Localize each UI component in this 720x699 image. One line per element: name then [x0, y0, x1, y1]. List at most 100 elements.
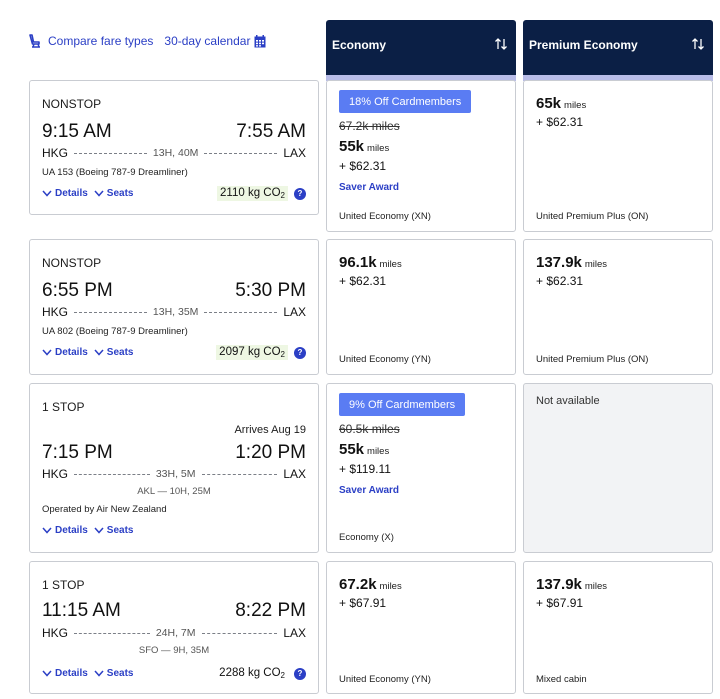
- route-line: HKG 13H, 40M LAX: [42, 146, 306, 160]
- compare-fare-types-link[interactable]: Compare fare types: [28, 34, 153, 48]
- route-line: HKG 13H, 35M LAX: [42, 305, 306, 319]
- miles-amount: 55k: [339, 138, 365, 155]
- duration: 13H, 35M: [152, 306, 199, 318]
- destination-code: LAX: [283, 146, 307, 160]
- miles-unit: miles: [379, 259, 402, 270]
- miles-unit: miles: [379, 581, 402, 592]
- route-line: HKG 33H, 5M LAX: [42, 467, 306, 481]
- cardmember-discount-badge: 9% Off Cardmembers: [339, 393, 466, 416]
- miles-unit: miles: [584, 259, 608, 270]
- taxes-fees: + $62.31: [536, 274, 584, 288]
- route-divider: [201, 632, 278, 634]
- fare-class: United Premium Plus (ON): [536, 354, 649, 365]
- miles-price: 67.2k miles: [339, 576, 402, 593]
- cabin-header-economy[interactable]: Economy: [326, 20, 516, 81]
- flight-info: UA 802 (Boeing 787-9 Dreamliner): [42, 326, 188, 337]
- seats-link[interactable]: Seats: [94, 525, 133, 536]
- chevron-down-icon: [42, 670, 52, 677]
- sort-icon: [691, 37, 705, 56]
- seats-link[interactable]: Seats: [94, 188, 134, 199]
- duration: 33H, 5M: [155, 468, 196, 480]
- info-icon[interactable]: ?: [294, 346, 306, 359]
- flight-card: NONSTOP 9:15 AM 7:55 AM HKG 13H, 40M LAX…: [29, 80, 319, 215]
- seats-label: Seats: [106, 347, 134, 358]
- miles-amount: 65k: [536, 95, 562, 112]
- seat-icon: [28, 34, 42, 48]
- co2-subscript: 2: [280, 350, 285, 359]
- cabin-header-premium-economy[interactable]: Premium Economy: [523, 20, 713, 81]
- original-miles: 67.2k miles: [339, 119, 400, 133]
- compare-fare-types-label: Compare fare types: [48, 34, 154, 48]
- fare-cell-premium-economy[interactable]: 137.9k miles + $62.31 United Premium Plu…: [523, 239, 713, 375]
- miles-amount: 137.9k: [536, 254, 582, 271]
- fare-class: United Economy (XN): [339, 211, 431, 222]
- origin-code: HKG: [42, 626, 69, 640]
- co2-value: 2288 kg CO: [219, 667, 281, 679]
- fare-cell-economy[interactable]: 9% Off Cardmembers 60.5k miles 55k miles…: [326, 383, 516, 553]
- details-link[interactable]: Details: [42, 525, 88, 536]
- fare-class: United Economy (YN): [339, 674, 431, 685]
- miles-amount: 96.1k: [339, 254, 377, 271]
- calendar-icon: [254, 34, 266, 48]
- cabin-header-label: Economy: [332, 38, 387, 52]
- info-icon[interactable]: ?: [294, 667, 306, 680]
- co2-subscript: 2: [280, 671, 285, 680]
- fare-cell-economy[interactable]: 18% Off Cardmembers 67.2k miles 55k mile…: [326, 80, 516, 232]
- route-divider: [74, 632, 150, 634]
- chevron-down-icon: [42, 190, 52, 197]
- calendar-link[interactable]: 30-day calendar: [164, 34, 266, 48]
- flight-links: Details Seats: [42, 188, 133, 199]
- details-link[interactable]: Details: [42, 188, 88, 199]
- taxes-fees: + $62.31: [339, 274, 387, 288]
- chevron-down-icon: [42, 349, 52, 356]
- fare-class: Mixed cabin: [536, 674, 587, 685]
- fare-class: United Economy (YN): [339, 354, 431, 365]
- co2-value: 2110 kg CO: [220, 187, 281, 199]
- taxes-fees: + $67.91: [536, 596, 584, 610]
- arrival-time: 7:55 AM: [236, 121, 306, 142]
- saver-award-label: Saver Award: [339, 485, 400, 496]
- fare-cell-economy[interactable]: 67.2k miles + $67.91 United Economy (YN): [326, 561, 516, 694]
- arrival-time: 5:30 PM: [235, 280, 306, 301]
- flight-info: UA 153 (Boeing 787-9 Dreamliner): [42, 167, 188, 178]
- co2-value-box: 2097 kg CO2: [216, 345, 288, 360]
- miles-price: 55k miles: [339, 441, 389, 458]
- flight-card: 1 STOP Arrives Aug 19 7:15 PM 1:20 PM HK…: [29, 383, 319, 553]
- details-link[interactable]: Details: [42, 347, 88, 358]
- seats-label: Seats: [106, 188, 134, 199]
- fare-cell-economy[interactable]: 96.1k miles + $62.31 United Economy (YN): [326, 239, 516, 375]
- chevron-down-icon: [94, 349, 104, 356]
- fare-cell-premium-economy[interactable]: 137.9k miles + $67.91 Mixed cabin: [523, 561, 713, 694]
- route-divider: [204, 311, 278, 313]
- stops-label: NONSTOP: [42, 256, 102, 270]
- details-label: Details: [55, 525, 88, 536]
- co2-subscript: 2: [280, 191, 285, 200]
- co2-emissions: 2110 kg CO2 ?: [217, 186, 306, 201]
- co2-value-box: 2288 kg CO2: [216, 666, 288, 681]
- seats-link[interactable]: Seats: [94, 347, 134, 358]
- seats-link[interactable]: Seats: [94, 668, 133, 679]
- flight-card: NONSTOP 6:55 PM 5:30 PM HKG 13H, 35M LAX…: [29, 239, 319, 375]
- miles-unit: miles: [584, 581, 608, 592]
- destination-code: LAX: [283, 305, 307, 319]
- flight-links: Details Seats: [42, 668, 133, 679]
- calendar-label: 30-day calendar: [164, 34, 251, 48]
- flight-links: Details Seats: [42, 525, 133, 536]
- cabin-header-label: Premium Economy: [529, 38, 638, 52]
- chevron-down-icon: [94, 527, 104, 534]
- destination-code: LAX: [283, 626, 307, 640]
- details-link[interactable]: Details: [42, 668, 88, 679]
- miles-price: 137.9k miles: [536, 576, 607, 593]
- saver-award-label: Saver Award: [339, 182, 400, 193]
- departure-time: 11:15 AM: [42, 600, 121, 621]
- info-icon[interactable]: ?: [294, 187, 306, 200]
- co2-emissions: 2288 kg CO2 ?: [216, 666, 306, 681]
- flight-info: Operated by Air New Zealand: [42, 504, 167, 515]
- route-divider: [201, 473, 278, 475]
- miles-price: 96.1k miles: [339, 254, 402, 271]
- sort-icon: [494, 37, 508, 56]
- chevron-down-icon: [94, 190, 104, 197]
- miles-amount: 55k: [339, 441, 365, 458]
- arrival-time: 1:20 PM: [235, 442, 306, 463]
- fare-cell-premium-economy[interactable]: 65k miles + $62.31 United Premium Plus (…: [523, 80, 713, 232]
